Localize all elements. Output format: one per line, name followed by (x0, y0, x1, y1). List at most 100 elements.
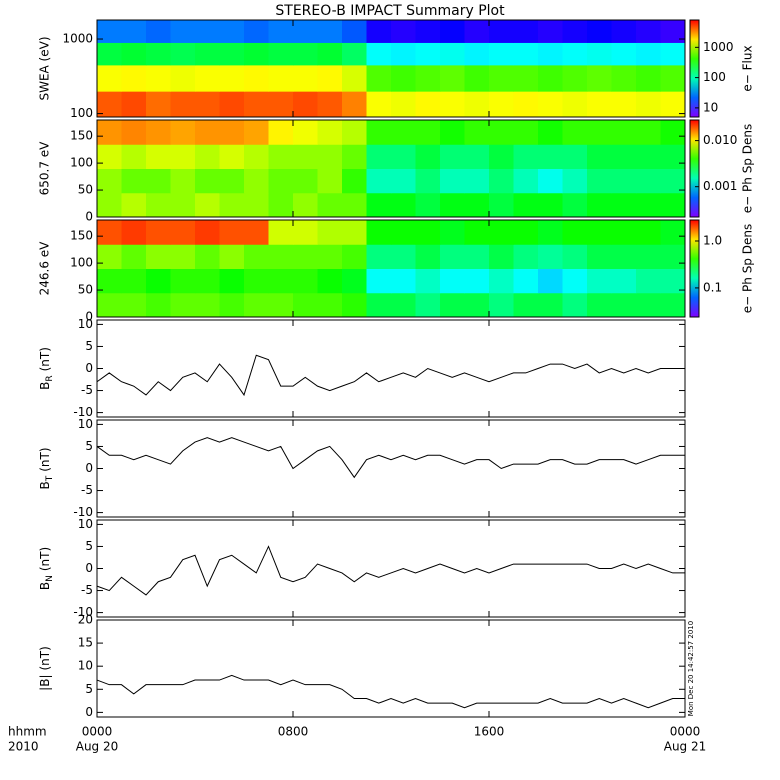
colorbar (689, 19, 700, 118)
heatmap-cell (244, 91, 269, 118)
heatmap-cell (366, 244, 392, 269)
heatmap-cell (660, 268, 686, 294)
heatmap-cell (195, 64, 220, 92)
heatmap-cell (342, 268, 367, 294)
y-tick-label: 15 (78, 636, 93, 650)
y-tick-label: 0 (85, 705, 93, 719)
heatmap-cell (636, 20, 661, 43)
heatmap-cell (366, 220, 392, 245)
heatmap-cell (415, 20, 441, 43)
heatmap-cell (489, 268, 514, 294)
heatmap-cell (611, 120, 637, 145)
heatmap-cell (121, 168, 147, 194)
heatmap-cell (170, 91, 196, 118)
heatmap-cell (513, 120, 539, 145)
x-tick-label: 0800 (278, 725, 309, 739)
heatmap-cell (293, 268, 318, 294)
heatmap-cell (268, 64, 294, 92)
colorbar (689, 219, 700, 318)
heatmap-cell (513, 42, 539, 66)
heatmap-cell (121, 192, 147, 218)
y-tick-label: 5 (85, 439, 93, 453)
heatmap-cell (587, 120, 612, 145)
heatmap-cell (317, 144, 343, 169)
heatmap-cell (636, 292, 661, 318)
heatmap-cell (464, 268, 490, 294)
heatmap-cell (268, 120, 294, 145)
heatmap-cell (636, 268, 661, 294)
heatmap-cell (562, 268, 588, 294)
heatmap-cell (146, 144, 171, 169)
heatmap-cell (219, 120, 245, 145)
y-tick-label: 0 (85, 461, 93, 475)
y-tick-label: 10 (78, 317, 93, 331)
y-label-sub: R (45, 375, 55, 381)
y-label-sub: N (45, 575, 55, 582)
heatmap-cell (146, 192, 171, 218)
y-axis-label: BN (nT) (38, 547, 55, 590)
heatmap-cell (538, 292, 563, 318)
heatmap-cell (342, 192, 367, 218)
heatmap-cell (219, 20, 245, 43)
heatmap-cell (170, 120, 196, 145)
heatmap-cell (538, 120, 563, 145)
heatmap-cell (195, 268, 220, 294)
heatmap-cell (587, 64, 612, 92)
heatmap-cell (366, 268, 392, 294)
heatmap-cell (244, 144, 269, 169)
heatmap-cell (464, 168, 490, 194)
heatmap-cell (513, 292, 539, 318)
heatmap-cell (636, 144, 661, 169)
heatmap-cell (489, 168, 514, 194)
heatmap-cell (317, 268, 343, 294)
colorbar-tick-label: 0.1 (703, 280, 722, 294)
heatmap-cell (538, 220, 563, 245)
heatmap-cell (317, 168, 343, 194)
heatmap-cell (415, 292, 441, 318)
heatmap-cell (366, 64, 392, 92)
heatmap-cell (489, 20, 514, 43)
heatmap-cell (121, 244, 147, 269)
heatmap-cell (170, 244, 196, 269)
heatmap-cell (366, 120, 392, 145)
heatmap-cell (636, 64, 661, 92)
colorbar (689, 119, 700, 218)
heatmap-cell (268, 220, 294, 245)
heatmap-cell (317, 220, 343, 245)
heatmap-cell (342, 64, 367, 92)
heatmap-cell (195, 168, 220, 194)
heatmap-cell (538, 168, 563, 194)
heatmap-cell (489, 144, 514, 169)
heatmap-cell (195, 292, 220, 318)
heatmap-cell (660, 168, 686, 194)
heatmap-cell (440, 244, 465, 269)
panel-frame (96, 419, 686, 518)
heatmap-cell (391, 120, 416, 145)
heatmap-cell (391, 91, 416, 118)
heatmap-cell (219, 91, 245, 118)
heatmap-cell (611, 244, 637, 269)
heatmap-cell (195, 20, 220, 43)
heatmap-cell (293, 244, 318, 269)
heatmap-cell (660, 20, 686, 43)
heatmap-cell (97, 268, 122, 294)
y-label-text: B (38, 481, 52, 489)
heatmap-cell (611, 42, 637, 66)
heatmap-cell (611, 192, 637, 218)
y-tick-label: 50 (78, 283, 93, 297)
heatmap-cell (366, 91, 392, 118)
heatmap-cell (317, 292, 343, 318)
heatmap-cell (146, 120, 171, 145)
heatmap-cell (244, 220, 269, 245)
heatmap-cell (538, 42, 563, 66)
heatmap-cell (489, 91, 514, 118)
heatmap-cell (342, 120, 367, 145)
heatmap-cell (611, 220, 637, 245)
heatmap-cell (538, 20, 563, 43)
heatmap-cell (268, 292, 294, 318)
heatmap-cell (489, 192, 514, 218)
colorbar-tick-label: 1000 (703, 40, 734, 54)
heatmap-cell (587, 168, 612, 194)
heatmap-cell (219, 220, 245, 245)
heatmap-cell (660, 292, 686, 318)
